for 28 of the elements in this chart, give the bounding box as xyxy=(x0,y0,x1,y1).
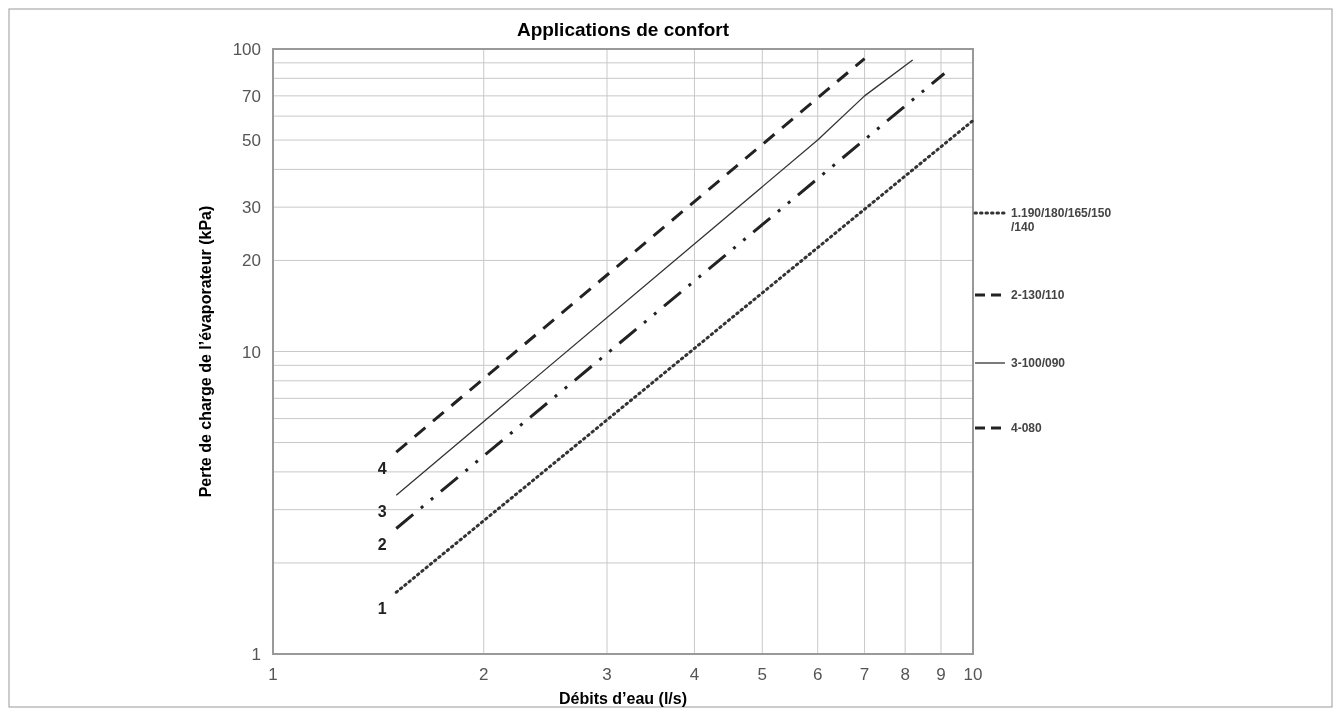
y-tick-label: 70 xyxy=(242,86,261,106)
y-axis-title: Perte de charge de l’évaporateur (kPa) xyxy=(197,205,214,498)
annotation: 1 xyxy=(377,600,387,618)
x-tick-label: 5 xyxy=(757,665,768,684)
legend-label: 1.190/180/165/150/140 xyxy=(1011,206,1112,234)
y-tick-label: 20 xyxy=(242,251,261,271)
x-tick-label: 3 xyxy=(602,665,612,684)
x-tick-label: 9 xyxy=(936,665,946,684)
y-tick-label: 100 xyxy=(232,40,261,59)
y-tick-label: 50 xyxy=(242,131,261,151)
legend-label: 3-100/090 xyxy=(1011,356,1066,370)
x-tick-label: 10 xyxy=(963,665,983,684)
x-tick-label: 6 xyxy=(812,665,823,684)
x-tick-label: 4 xyxy=(689,665,700,684)
x-tick-label: 7 xyxy=(859,665,870,684)
annotation: 4 xyxy=(377,460,387,478)
legend-label: 4-080 xyxy=(1011,421,1043,435)
annotation: 3 xyxy=(377,503,387,521)
legend-label: 2-130/110 xyxy=(1011,288,1065,302)
y-tick-label: 1 xyxy=(251,645,261,664)
x-tick-label: 1 xyxy=(268,665,278,684)
x-tick-label: 2 xyxy=(478,665,489,684)
y-tick-label: 10 xyxy=(242,342,261,362)
y-tick-label: 30 xyxy=(242,198,261,218)
x-tick-label: 8 xyxy=(900,665,910,684)
x-axis-title: Débits d’eau (l/s) xyxy=(558,690,688,707)
annotation: 2 xyxy=(377,536,387,554)
chart-title: Applications de confort xyxy=(516,19,730,40)
